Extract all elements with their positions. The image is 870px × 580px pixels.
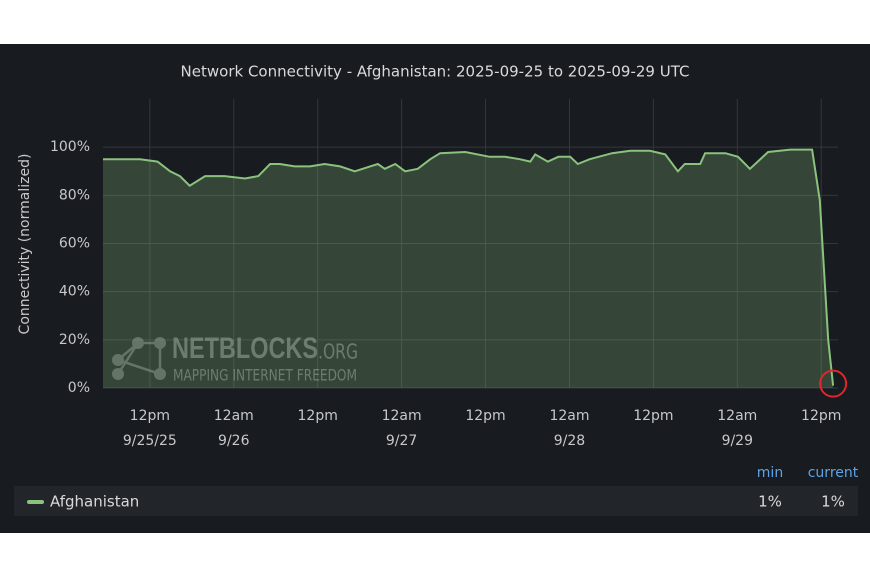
legend-label: Afghanistan (50, 493, 139, 511)
panel (0, 44, 870, 533)
y-tick-label: 80% (59, 187, 90, 203)
x-tick-date: 9/27 (386, 433, 417, 449)
y-tick-label: 60% (59, 236, 90, 252)
x-tick-label: 12pm (801, 408, 841, 424)
x-tick-label: 12pm (130, 408, 170, 424)
x-tick-label: 12pm (465, 408, 505, 424)
watermark-suffix: .ORG (318, 340, 358, 364)
x-tick-label: 12am (717, 408, 757, 424)
legend-swatch (27, 500, 44, 504)
x-tick-label: 12am (382, 408, 422, 424)
area (103, 149, 834, 388)
watermark: NETBLOCKS .ORG MAPPING INTERNET FREEDOM (112, 332, 358, 385)
y-tick-label: 40% (59, 284, 90, 300)
watermark-links (116, 341, 162, 376)
legend-stat: 1% (758, 493, 782, 511)
highlight-circle (819, 369, 848, 398)
x-tick-label: 12am (549, 408, 589, 424)
x-tick-label: 12pm (633, 408, 673, 424)
x-tick-label: 12pm (298, 408, 338, 424)
watermark-brand: NETBLOCKS (172, 332, 318, 365)
legend-stat: 1% (821, 493, 845, 511)
chart-title: Network Connectivity - Afghanistan: 2025… (181, 63, 690, 81)
y-tick-label: 20% (59, 332, 90, 348)
x-tick-date: 9/29 (722, 433, 753, 449)
legend-header: min (757, 465, 783, 481)
watermark-tagline: MAPPING INTERNET FREEDOM (173, 366, 357, 385)
legend-row (14, 486, 858, 516)
y-axis-label: Connectivity (normalized) (17, 154, 33, 335)
line (103, 148, 835, 386)
legend-header: current (808, 465, 859, 481)
y-tick-label: 100% (50, 139, 90, 155)
x-tick-date: 9/26 (218, 433, 250, 449)
x-tick-date: 9/25/25 (123, 433, 177, 449)
x-tick-label: 12am (214, 408, 254, 424)
y-tick-label: 0% (68, 380, 90, 396)
x-tick-date: 9/28 (554, 433, 585, 449)
